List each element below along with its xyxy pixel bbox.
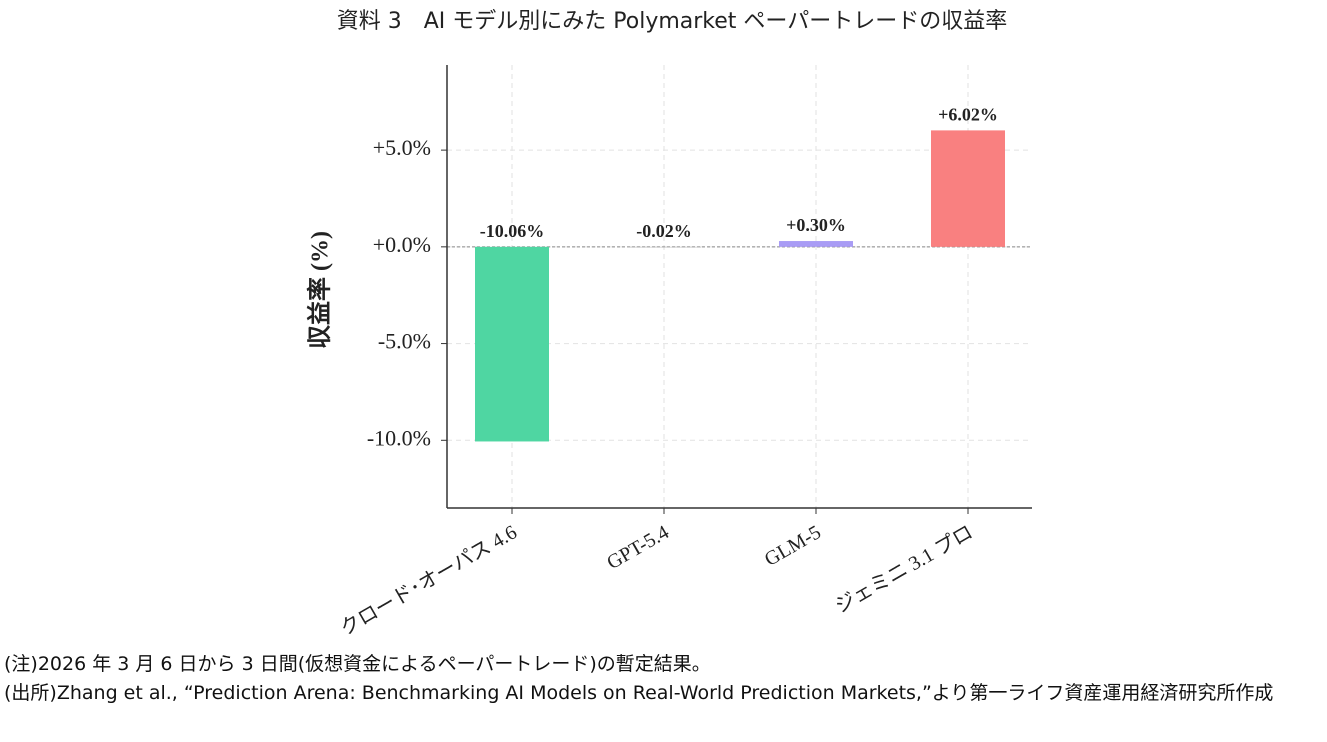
y-tick-label: -10.0%	[367, 425, 431, 450]
bar	[779, 241, 853, 247]
notes: (注)2026 年 3 月 6 日から 3 日間(仮想資金によるペーパートレード…	[4, 650, 1326, 708]
x-tick-label: クロード･オーパス 4.6	[336, 520, 521, 640]
y-axis-label: 収益率 (%)	[306, 231, 334, 349]
x-tick-label: GLM-5	[761, 521, 825, 571]
note: (注)2026 年 3 月 6 日から 3 日間(仮想資金によるペーパートレード…	[4, 653, 711, 675]
bar	[931, 130, 1005, 247]
y-tick-label: +5.0%	[373, 135, 431, 160]
y-tick-label: +0.0%	[373, 232, 431, 257]
value-label: -10.06%	[480, 221, 545, 241]
value-label: -0.02%	[636, 221, 692, 241]
bar	[627, 246, 701, 248]
x-tick-label: ジェミニ 3.1 プロ	[832, 521, 977, 618]
chart-title: 資料 3 AI モデル別にみた Polymarket ペーパートレードの収益率	[337, 9, 1007, 34]
value-label: +0.30%	[786, 215, 846, 235]
bar	[475, 246, 549, 442]
note: (出所)Zhang et al., “Prediction Arena: Ben…	[4, 682, 1274, 704]
y-tick-label: -5.0%	[378, 329, 431, 354]
chart: 資料 3 AI モデル別にみた Polymarket ペーパートレードの収益率 …	[306, 9, 1032, 640]
value-label: +6.02%	[938, 105, 998, 125]
x-tick-label: GPT-5.4	[603, 521, 673, 574]
